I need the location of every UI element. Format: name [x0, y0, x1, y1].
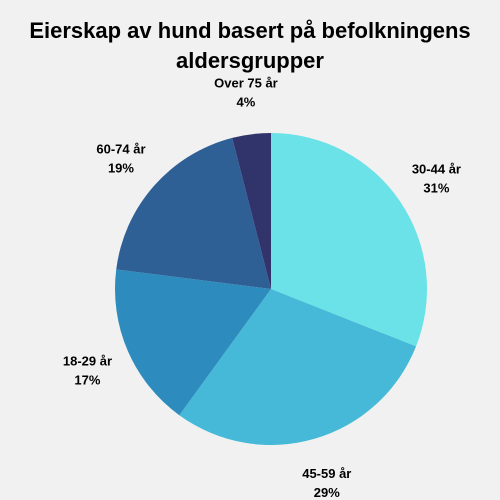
slice-category-label-2: 18-29 år: [63, 353, 112, 368]
slice-value-label-0: 31%: [423, 181, 449, 196]
slice-category-label-0: 30-44 år: [412, 162, 461, 177]
slice-category-label-1: 45-59 år: [302, 466, 351, 481]
pie-slice-2: [115, 269, 272, 416]
slice-category-label-3: 60-74 år: [96, 142, 145, 157]
pie-slice-0: [271, 133, 427, 347]
slice-value-label-1: 29%: [314, 485, 340, 500]
slice-value-label-2: 17%: [74, 372, 100, 387]
slice-value-label-4: 4%: [237, 95, 256, 110]
slice-value-label-3: 19%: [108, 161, 134, 176]
pie-slice-4: [232, 133, 271, 289]
slice-category-label-4: Over 75 år: [214, 76, 278, 91]
pie-labels: 30-44 år 31% 45-59 år 29% 18-29 år 17% 60-74 å…: [63, 76, 461, 500]
chart-title-line-1: Eierskap av hund basert på befolkningens: [29, 18, 470, 43]
pie-slice-3: [116, 137, 272, 289]
pie-slice-1: [179, 289, 417, 445]
chart-title-line-2: aldersgrupper: [176, 48, 324, 73]
pie-slices: [115, 133, 427, 445]
